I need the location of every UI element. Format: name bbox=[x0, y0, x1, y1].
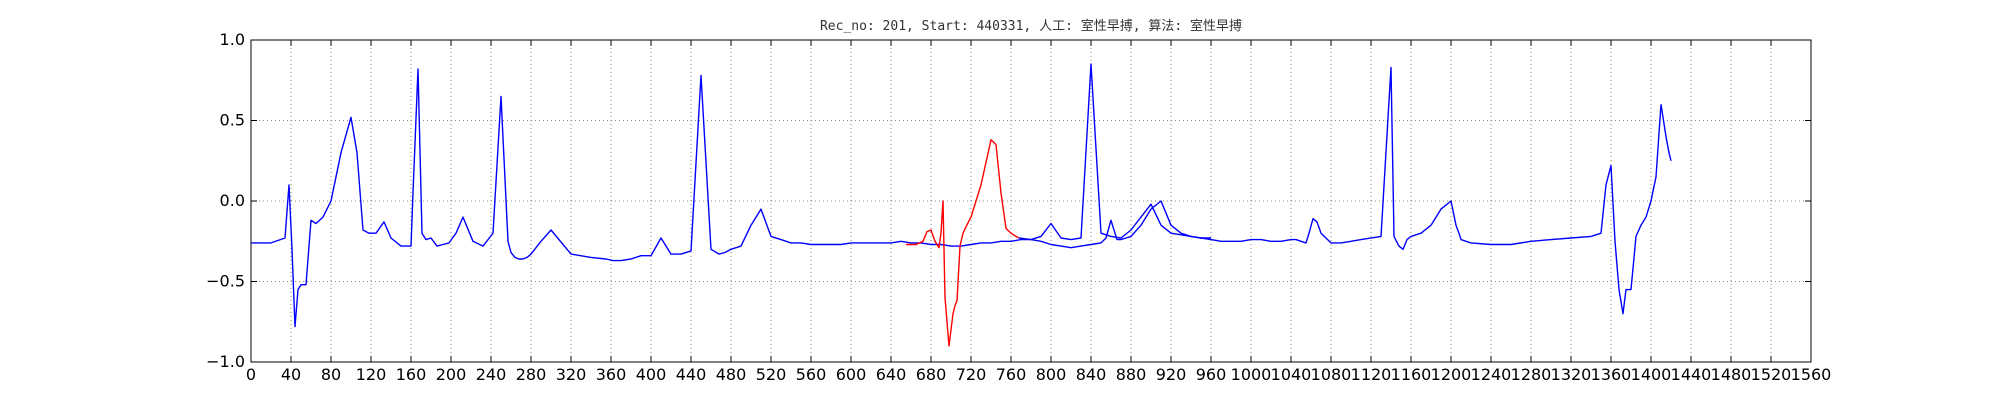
x-tick-label: 800 bbox=[1036, 365, 1067, 384]
x-tick-label: 320 bbox=[556, 365, 587, 384]
x-tick-label: 1280 bbox=[1511, 365, 1552, 384]
x-tick-label: 1400 bbox=[1631, 365, 1672, 384]
x-tick-label: 600 bbox=[836, 365, 867, 384]
x-tick-label: 1040 bbox=[1271, 365, 1312, 384]
y-tick-label: −0.5 bbox=[206, 272, 245, 291]
x-tick-label: 1080 bbox=[1311, 365, 1352, 384]
chart-title: Rec_no: 201, Start: 440331, 人工: 室性早搏, 算法… bbox=[820, 18, 1242, 34]
x-tick-label: 120 bbox=[356, 365, 387, 384]
grid bbox=[250, 39, 1812, 363]
x-tick-label: 240 bbox=[476, 365, 507, 384]
x-tick-label: 1200 bbox=[1431, 365, 1472, 384]
x-tick-label: 720 bbox=[956, 365, 987, 384]
x-tick-label: 920 bbox=[1156, 365, 1187, 384]
x-tick-label: 880 bbox=[1116, 365, 1147, 384]
x-tick-label: 480 bbox=[716, 365, 747, 384]
x-axis: 0 40 80 120 160 200 240 280 320 360 400 440 480 520 56… bbox=[246, 40, 1831, 384]
x-tick-label: 80 bbox=[321, 365, 341, 384]
x-tick-label: 360 bbox=[596, 365, 627, 384]
x-tick-label: 1360 bbox=[1591, 365, 1632, 384]
x-tick-label: 840 bbox=[1076, 365, 1107, 384]
series-line-2 bbox=[1018, 66, 1662, 315]
y-axis: 1.0 0.5 0.0 −0.5 −1.0 bbox=[206, 30, 1811, 371]
x-tick-label: 1320 bbox=[1551, 365, 1592, 384]
x-tick-label: 1120 bbox=[1351, 365, 1392, 384]
x-tick-label: 400 bbox=[636, 365, 667, 384]
x-tick-label: 160 bbox=[396, 365, 427, 384]
x-tick-label: 680 bbox=[916, 365, 947, 384]
x-tick-label: 1000 bbox=[1231, 365, 1272, 384]
x-tick-label: 520 bbox=[756, 365, 787, 384]
x-tick-label: 440 bbox=[676, 365, 707, 384]
x-tick-label: 1160 bbox=[1391, 365, 1432, 384]
x-tick-label: 960 bbox=[1196, 365, 1227, 384]
x-tick-label: 1520 bbox=[1751, 365, 1792, 384]
x-tick-label: 0 bbox=[246, 365, 256, 384]
series-line-1 bbox=[906, 139, 1020, 347]
x-tick-label: 200 bbox=[436, 365, 467, 384]
series-line-3 bbox=[1660, 104, 1672, 161]
x-tick-label: 560 bbox=[796, 365, 827, 384]
x-tick-label: 1440 bbox=[1671, 365, 1712, 384]
y-tick-label: 0.5 bbox=[220, 111, 245, 130]
series-line-0 bbox=[251, 63, 1211, 328]
x-tick-label: 640 bbox=[876, 365, 907, 384]
y-tick-label: −1.0 bbox=[206, 352, 245, 371]
y-tick-label: 0.0 bbox=[220, 191, 245, 210]
series-group bbox=[251, 63, 1672, 347]
x-tick-label: 760 bbox=[996, 365, 1027, 384]
x-tick-label: 1240 bbox=[1471, 365, 1512, 384]
x-tick-label: 40 bbox=[281, 365, 301, 384]
y-tick-label: 1.0 bbox=[220, 30, 245, 49]
x-tick-label: 280 bbox=[516, 365, 547, 384]
x-tick-label: 1560 bbox=[1791, 365, 1832, 384]
x-tick-label: 1480 bbox=[1711, 365, 1752, 384]
